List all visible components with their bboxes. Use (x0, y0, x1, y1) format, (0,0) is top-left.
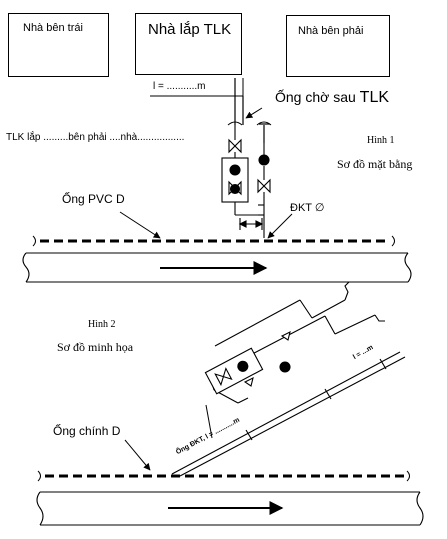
fig1-title: Sơ đồ mặt bằng (337, 157, 413, 171)
main-pipe-label: Ống chính D (53, 424, 121, 438)
pvc-pipe-label: Ống PVC D (62, 192, 125, 206)
break-mark-right-fig1 (391, 235, 395, 247)
road-fig2 (36, 491, 424, 526)
pipe-after-meter-tlk: TLK (359, 89, 390, 106)
meter-install-note: TLK lắp .........bên phải ....nhà.......… (6, 132, 185, 143)
meter-assembly-fig1 (221, 125, 249, 215)
connection-fig1 (235, 214, 264, 230)
house-right-label: Nhà bên phải (298, 25, 364, 37)
fig2-number: Hình 2 (88, 319, 116, 330)
service-pipe-fig1 (234, 78, 270, 143)
pvc-pointer (119, 211, 161, 239)
main-pipe-pointer (124, 439, 151, 471)
house-left-label: Nhà bên trái (23, 22, 83, 34)
building-outline-fig2 (211, 281, 385, 404)
fig1-number: Hình 1 (367, 135, 395, 146)
pipe-after-meter-text: Ống chờ sau (275, 89, 356, 105)
pipe-caps-fig1 (227, 121, 272, 126)
house-right-box: Nhà bên phải (286, 15, 390, 77)
dkt-pointer (267, 213, 293, 239)
break-mark-left-fig2 (37, 470, 41, 482)
break-mark-right-fig2 (406, 470, 410, 482)
house-center-label: Nhà lắp TLK (148, 21, 232, 38)
meter-right-fig1 (257, 143, 271, 238)
break-mark-left-fig1 (32, 235, 36, 247)
house-center-box: Nhà lắp TLK (135, 13, 242, 75)
meter-box-fig2 (204, 347, 264, 395)
dkt-label: ĐKT ∅ (290, 202, 325, 214)
fig2-title: Sơ đồ minh họa (57, 340, 134, 354)
house-left-box: Nhà bên trái (8, 13, 109, 77)
road-fig1 (22, 252, 412, 283)
pipe-after-meter-label: Ống chờ sau TLK (275, 90, 389, 106)
length-label-fig1: l = ...........m (153, 81, 206, 92)
branch-pipe-fig2 (171, 351, 406, 477)
meter-fig2-right (243, 330, 291, 387)
riser-fig2 (205, 404, 213, 439)
